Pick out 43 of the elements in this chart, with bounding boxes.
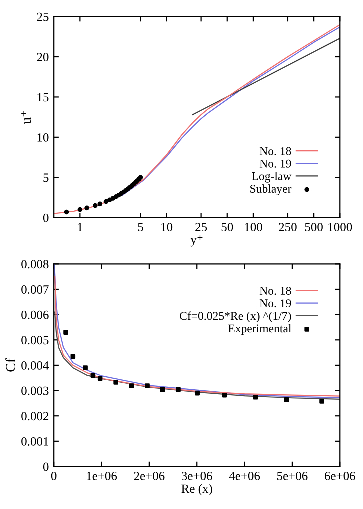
x-axis-title: Re (x) xyxy=(182,484,212,496)
x-tick-label: 0 xyxy=(51,472,57,480)
y-tick-label: 20 xyxy=(37,53,49,62)
y-tick-label: 15 xyxy=(38,93,49,102)
legend-label: No. 18 xyxy=(260,147,292,156)
x-tick-label: 250 xyxy=(279,223,297,232)
x-tick-label: 10 xyxy=(162,223,173,232)
y-tick-label: 0 xyxy=(43,214,49,222)
y-tick-label: 0.007 xyxy=(22,286,49,294)
x-tick-label: 1 xyxy=(78,223,83,232)
y-axis-title: u⁺ xyxy=(22,111,32,124)
legend-label: Cf=0.025*Re (x) ^(1/7) xyxy=(180,312,292,323)
y-tick-label: 0.006 xyxy=(22,310,49,320)
x-axis-title: y⁺ xyxy=(190,236,203,247)
x-tick-label: 1000 xyxy=(328,223,352,232)
y-tick-label: 10 xyxy=(38,133,49,142)
x-tick-label: 50 xyxy=(222,223,234,232)
legend-label: No. 19 xyxy=(260,300,292,308)
y-tick-label: 0.004 xyxy=(22,361,50,370)
x-tick-label: 1e+06 xyxy=(87,472,118,480)
x-tick-label: 100 xyxy=(245,223,262,232)
x-tick-label: 5e+06 xyxy=(278,472,308,480)
y-tick-label: 0.005 xyxy=(22,336,49,345)
y-tick-label: 0.002 xyxy=(22,412,49,421)
x-tick-label: 5 xyxy=(138,223,144,232)
y-tick-label: 0.001 xyxy=(22,437,48,446)
y-tick-label: 25 xyxy=(37,12,49,22)
y-axis-title: Cf xyxy=(6,358,16,372)
x-tick-label: 4e+06 xyxy=(229,472,260,480)
legend-label: No. 18 xyxy=(260,287,292,296)
legend-label: Sublayer xyxy=(250,184,292,196)
y-tick-label: 0.003 xyxy=(22,386,49,396)
x-tick-label: 3e+06 xyxy=(182,472,212,480)
legend-label: Log-law xyxy=(252,172,292,183)
x-tick-label: 500 xyxy=(305,223,323,232)
x-tick-label: 2e+06 xyxy=(134,472,165,480)
x-tick-label: 6e+06 xyxy=(324,472,356,480)
y-tick-label: 5 xyxy=(44,174,49,182)
legend-label: No. 19 xyxy=(260,160,292,168)
y-tick-label: 0.008 xyxy=(22,260,49,269)
legend-label: Experimental xyxy=(228,324,292,336)
y-tick-label: 0 xyxy=(43,462,49,472)
x-tick-label: 25 xyxy=(196,223,208,232)
